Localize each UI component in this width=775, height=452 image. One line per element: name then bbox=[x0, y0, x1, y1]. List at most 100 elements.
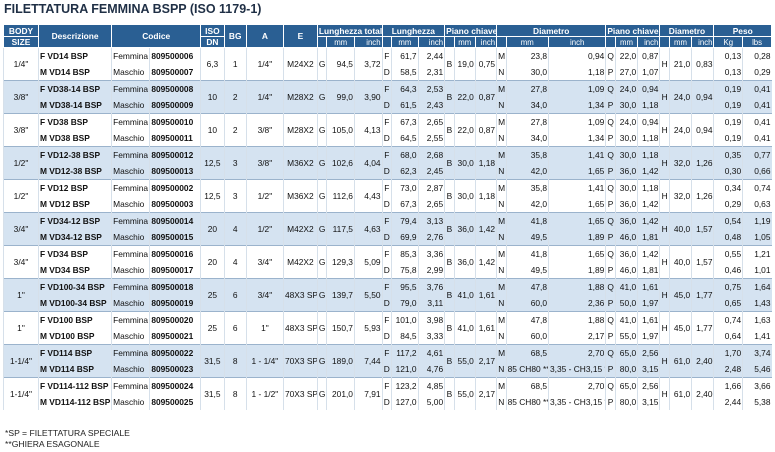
table-row: M VD34-12 BSP Maschio 809500015 D 69,9 2,76 N 4… bbox=[4, 229, 772, 246]
cell-a: 3/4" bbox=[245, 278, 284, 312]
cell-peso-kg: 0,65 bbox=[713, 295, 743, 312]
cell-descrizione: M VD34-12 BSP bbox=[37, 229, 112, 246]
cell-hex-mm: 41,0 bbox=[453, 278, 476, 312]
cell-hex-mm: 30,0 bbox=[453, 146, 476, 180]
cell-diam-mm: 60,0 bbox=[505, 295, 549, 312]
col-a: A bbox=[245, 24, 284, 48]
cell-lung-inch: 2,55 bbox=[417, 130, 445, 147]
cell-descrizione: M VD34 BSP bbox=[37, 262, 112, 279]
cell-tipo: Maschio bbox=[111, 64, 150, 81]
cell-hex-mm: 55,0 bbox=[453, 344, 476, 378]
cell-codice: 809500011 bbox=[149, 130, 201, 147]
cell-peso-kg: 0,35 bbox=[713, 146, 743, 163]
cell-bg: 6 bbox=[223, 311, 247, 345]
cell-diam-inch: 1,34 bbox=[548, 130, 606, 147]
cell-diam2-mm: 45,0 bbox=[668, 278, 692, 312]
col-size: SIZE bbox=[3, 36, 39, 48]
cell-hex2-mm: 22,0 bbox=[614, 47, 638, 64]
cell-lung-mm: 75,8 bbox=[391, 262, 419, 279]
cell-descrizione: F VD34-12 BSP bbox=[37, 212, 112, 229]
cell-peso-lbs: 1,01 bbox=[742, 262, 772, 279]
cell-hex2-inch: 2,56 bbox=[637, 377, 660, 394]
col-codice: Codice bbox=[111, 24, 202, 48]
cell-hex-label: B bbox=[444, 212, 455, 246]
col-e: E bbox=[282, 24, 318, 48]
cell-peso-kg: 0,34 bbox=[713, 179, 743, 196]
cell-lung-inch: 2,53 bbox=[417, 80, 445, 97]
col-diametro-2: Diametro bbox=[659, 24, 715, 37]
cell-hex-label: B bbox=[444, 245, 455, 279]
cell-diam-inch: 1,41 bbox=[548, 179, 606, 196]
cell-hex2-mm: 27,0 bbox=[614, 64, 638, 81]
cell-hex-mm: 41,0 bbox=[453, 311, 476, 345]
cell-diam-label: M bbox=[496, 344, 507, 361]
cell-lung-tot-mm: 99,0 bbox=[326, 80, 355, 114]
cell-hex-inch: 1,18 bbox=[474, 179, 497, 213]
cell-diam2-mm: 24,0 bbox=[668, 113, 692, 147]
cell-diam-inch: 1,41 bbox=[548, 146, 606, 163]
unit-inch: inch bbox=[474, 36, 498, 48]
cell-hex2-inch: 0,94 bbox=[637, 80, 660, 97]
cell-hex2-mm: 24,0 bbox=[614, 80, 638, 97]
cell-diam-label: N bbox=[496, 361, 507, 378]
cell-hex2-label: P bbox=[605, 361, 616, 378]
cell-peso-lbs: 0,74 bbox=[742, 179, 772, 196]
table-row: 3/4" F VD34-12 BSP Femmina 809500014 20 4 1/2"… bbox=[3, 212, 772, 246]
cell-hex2-inch: 1,18 bbox=[637, 179, 660, 196]
cell-lung-label: D bbox=[381, 262, 392, 279]
cell-lung-label: F bbox=[381, 377, 392, 394]
cell-e: 48X3 SP* bbox=[282, 311, 318, 345]
cell-diam-label: M bbox=[496, 47, 507, 64]
cell-lung-tot-inch: 4,13 bbox=[353, 113, 383, 147]
cell-hex2-mm: 36,0 bbox=[614, 196, 638, 213]
cell-peso-lbs: 0,28 bbox=[742, 47, 772, 64]
cell-e: M24X2 bbox=[282, 47, 318, 81]
cell-descrizione: F VD114 BSP bbox=[37, 344, 112, 361]
cell-body-size: 1/2" bbox=[3, 179, 39, 213]
cell-hex2-mm: 30,0 bbox=[614, 179, 638, 196]
table-row: 1-1/4" F VD114 BSP Femmina 809500022 31,5 8 1 … bbox=[3, 344, 772, 378]
cell-diam-mm: 27,8 bbox=[505, 113, 549, 130]
cell-bg: 3 bbox=[223, 179, 247, 213]
cell-tipo: Femmina bbox=[111, 47, 150, 64]
cell-diam2-label: H bbox=[659, 278, 670, 312]
cell-lung-mm: 62,3 bbox=[391, 163, 419, 180]
footnote-sp: *SP = FILETTATURA SPECIALE bbox=[5, 428, 130, 438]
cell-dn: 6,3 bbox=[200, 47, 225, 81]
cell-dn: 20 bbox=[200, 245, 225, 279]
cell-lung-inch: 3,11 bbox=[417, 295, 445, 312]
cell-codice: 809500002 bbox=[149, 179, 201, 196]
cell-lung-tot-mm: 139,7 bbox=[326, 278, 355, 312]
cell-diam-label: N bbox=[496, 196, 507, 213]
cell-g-label: G bbox=[316, 212, 327, 246]
cell-lung-label: D bbox=[381, 295, 392, 312]
cell-tipo: Femmina bbox=[111, 80, 150, 97]
cell-diam2-inch: 1,77 bbox=[691, 278, 714, 312]
cell-hex2-label: Q bbox=[605, 47, 616, 64]
cell-body-size: 1-1/4" bbox=[3, 344, 39, 378]
cell-diam-label: N bbox=[496, 163, 507, 180]
cell-bg: 1 bbox=[223, 47, 247, 81]
cell-dn: 12,5 bbox=[200, 146, 225, 180]
cell-tipo: Maschio bbox=[111, 328, 150, 345]
cell-descrizione: M VD38 BSP bbox=[37, 130, 112, 147]
cell-lung-label: F bbox=[381, 245, 392, 262]
unit-inch: inch bbox=[637, 36, 661, 48]
cell-lung-inch: 2,31 bbox=[417, 64, 445, 81]
cell-codice: 809500025 bbox=[149, 394, 201, 410]
cell-peso-kg: 0,19 bbox=[713, 130, 743, 147]
cell-hex2-label: Q bbox=[605, 245, 616, 262]
cell-peso-lbs: 0,63 bbox=[742, 196, 772, 213]
cell-codice: 809500023 bbox=[149, 361, 201, 378]
cell-descrizione: F VD14 BSP bbox=[37, 47, 112, 64]
cell-hex2-mm: 80,0 bbox=[614, 361, 638, 378]
cell-tipo: Femmina bbox=[111, 377, 150, 394]
cell-hex-inch: 1,61 bbox=[474, 311, 497, 345]
cell-tipo: Maschio bbox=[111, 262, 150, 279]
cell-lung-label: D bbox=[381, 64, 392, 81]
cell-diam2-mm: 32,0 bbox=[668, 179, 692, 213]
cell-diam-mm: 41,8 bbox=[505, 245, 549, 262]
cell-a: 1" bbox=[245, 311, 284, 345]
cell-tipo: Femmina bbox=[111, 311, 150, 328]
cell-hex-inch: 2,17 bbox=[474, 344, 497, 378]
